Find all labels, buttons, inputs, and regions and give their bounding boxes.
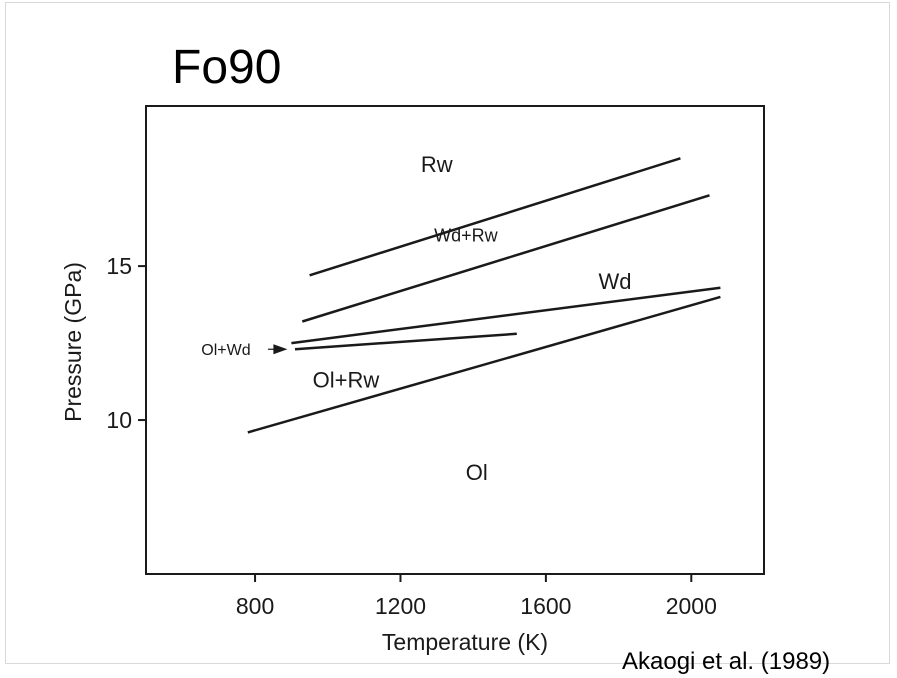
phase-boundary-5: [247, 295, 721, 434]
y-tick-label: 15: [106, 253, 132, 279]
phase-boundary-4: [294, 332, 517, 351]
phase-boundary-2: [301, 194, 710, 323]
plot-frame: [145, 105, 765, 575]
slide-title: Fo90: [172, 41, 282, 94]
x-tick-label: 1200: [375, 593, 426, 619]
citation: Akaogi et al. (1989): [622, 648, 831, 675]
slide-frame: [5, 2, 890, 664]
y-tick-label: 10: [106, 407, 132, 433]
x-tick-label: 800: [236, 593, 274, 619]
region-label: Wd+Rw: [434, 226, 499, 246]
region-label: Wd: [598, 269, 631, 294]
annotation-arrowhead: [273, 344, 288, 355]
chart-marks: [247, 157, 721, 434]
x-axis-label: Temperature (K): [382, 629, 548, 655]
region-label: Rw: [421, 152, 453, 177]
region-label: Ol: [466, 460, 488, 485]
axis-ticks: 800 1200 1600 2000 10 15: [106, 253, 716, 619]
x-tick-label: 1600: [520, 593, 571, 619]
region-label: Ol+Wd: [201, 342, 250, 359]
phase-boundary-1: [309, 157, 681, 277]
chart-annotations: Rw Wd+Rw Wd Ol+Rw Ol Ol+Wd: [201, 152, 631, 485]
x-tick-label: 2000: [666, 593, 717, 619]
y-axis-label: Pressure (GPa): [60, 262, 86, 422]
region-label: Ol+Rw: [313, 368, 380, 393]
phase-boundary-3: [291, 286, 721, 345]
